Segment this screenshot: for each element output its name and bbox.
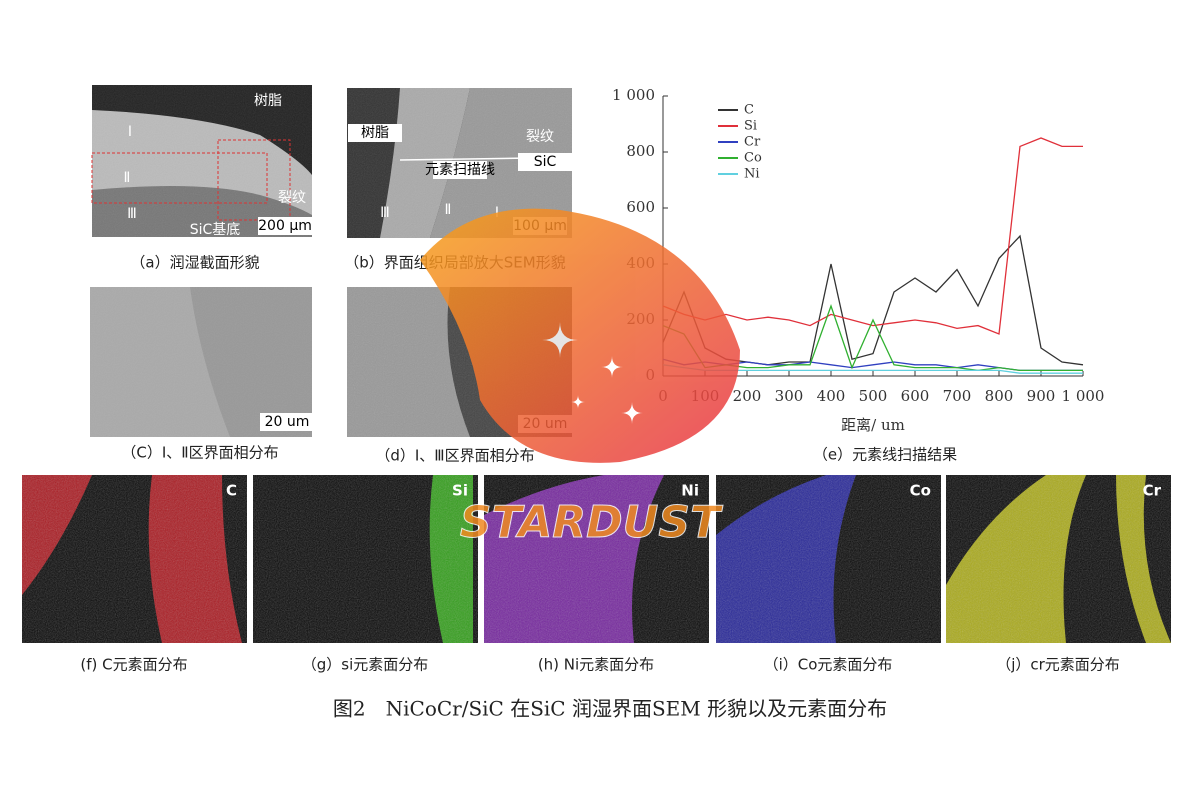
label-box	[433, 161, 487, 179]
map-element-label: Co	[910, 482, 931, 500]
map-noise	[716, 475, 941, 643]
image-label: 树脂	[361, 125, 389, 141]
element-map: Co	[716, 475, 941, 643]
map-noise	[253, 475, 478, 643]
legend-label: Ni	[744, 167, 760, 182]
map-noise	[946, 475, 1171, 643]
image-label: Ⅰ	[128, 124, 132, 140]
chart-title: （e）元素线扫描结果	[813, 446, 957, 464]
map-element-label: Ni	[681, 482, 699, 500]
panel-caption: （d）Ⅰ、Ⅲ区界面相分布	[375, 447, 534, 465]
x-tick-label: 800	[985, 387, 1014, 405]
y-tick-label: 1 000	[612, 86, 655, 104]
map-caption: （j）cr元素面分布	[996, 656, 1120, 674]
watermark-star	[601, 356, 623, 378]
map-noise	[484, 475, 709, 643]
label-box	[260, 413, 314, 431]
legend-label: Co	[744, 151, 762, 166]
element-map: Ni	[484, 475, 709, 643]
map-caption: （g）si元素面分布	[302, 656, 429, 674]
x-tick-label: 1 000	[1062, 387, 1105, 405]
legend-label: C	[744, 103, 754, 118]
scan-line	[399, 157, 531, 161]
image-label: 裂纹	[278, 190, 306, 206]
x-tick-label: 500	[859, 387, 888, 405]
watermark-star	[621, 402, 643, 424]
image-label: 200 μm	[258, 218, 312, 234]
watermark-text: STARDUST	[460, 497, 723, 548]
image-label: Ⅱ	[445, 202, 452, 218]
map-caption: （i）Co元素面分布	[764, 656, 893, 674]
watermark-star	[571, 395, 585, 409]
sem-image-c	[90, 287, 312, 437]
x-tick-label: 700	[943, 387, 972, 405]
label-box	[258, 217, 312, 235]
image-label: 树脂	[254, 93, 282, 109]
x-axis-label: 距离/ um	[841, 416, 905, 434]
image-label: 元素扫描线	[425, 162, 495, 178]
y-tick-label: 600	[626, 198, 655, 216]
map-element-label: C	[226, 482, 237, 500]
map-caption: (h) Ni元素面分布	[538, 656, 654, 674]
image-label: Ⅲ	[380, 205, 390, 221]
series-line	[662, 137, 1083, 335]
figure-caption: 图2 NiCoCr/SiC 在SiC 润湿界面SEM 形貌以及元素面分布	[333, 697, 887, 721]
image-label: 20 um	[265, 414, 310, 430]
x-tick-label: 300	[775, 387, 804, 405]
element-map: Si	[253, 475, 478, 643]
x-tick-label: 200	[733, 387, 762, 405]
image-label: SiC基底	[190, 221, 241, 238]
sem-image-a	[91, 85, 312, 237]
image-label: 裂纹	[526, 129, 554, 145]
watermark: STARDUST	[420, 208, 740, 549]
image-label: Ⅱ	[124, 170, 131, 186]
watermark-star	[542, 322, 578, 358]
map-element-label: Si	[452, 482, 468, 500]
legend-label: Cr	[744, 135, 761, 150]
watermark-swoosh	[420, 208, 740, 463]
panel-caption: （a）润湿截面形貌	[130, 254, 259, 272]
y-tick-label: 800	[626, 142, 655, 160]
image-label: Ⅲ	[127, 206, 137, 222]
element-map: C	[22, 475, 247, 643]
x-tick-label: 400	[817, 387, 846, 405]
map-noise	[22, 475, 247, 643]
element-map: Cr	[946, 475, 1171, 643]
map-caption: (f) C元素面分布	[80, 656, 187, 674]
x-tick-label: 900	[1027, 387, 1056, 405]
label-box	[518, 153, 572, 171]
x-tick-label: 600	[901, 387, 930, 405]
image-label: SiC	[534, 154, 557, 170]
panel-caption: （C）Ⅰ、Ⅱ区界面相分布	[121, 444, 278, 462]
legend-label: Si	[744, 119, 757, 134]
label-box	[348, 124, 402, 142]
map-element-label: Cr	[1143, 482, 1162, 500]
